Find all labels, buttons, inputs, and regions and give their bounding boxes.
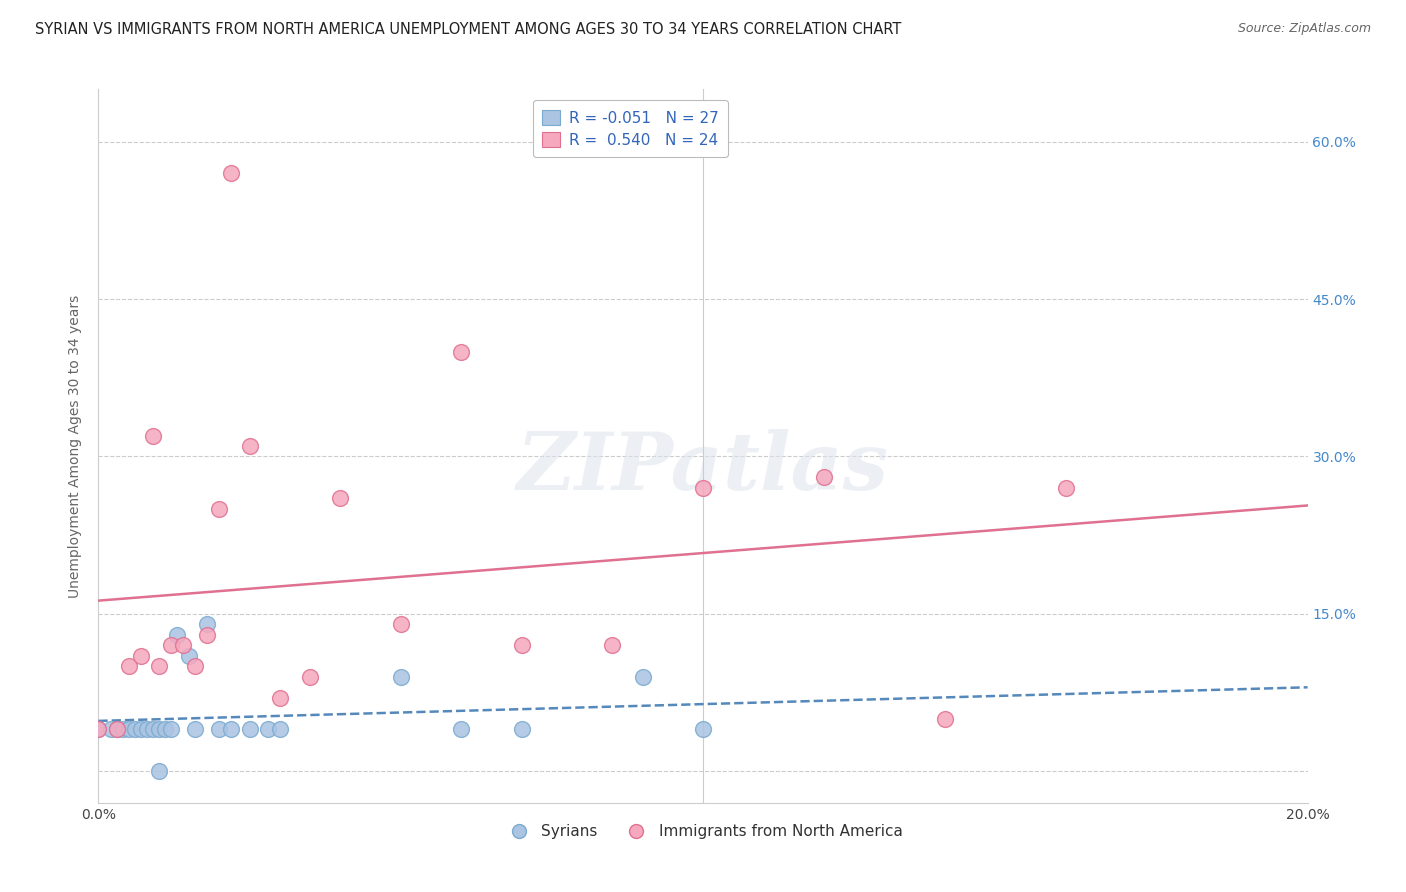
Text: SYRIAN VS IMMIGRANTS FROM NORTH AMERICA UNEMPLOYMENT AMONG AGES 30 TO 34 YEARS C: SYRIAN VS IMMIGRANTS FROM NORTH AMERICA … [35,22,901,37]
Point [166,628,188,642]
Point [692,481,714,495]
Point [692,723,714,737]
Point [195,617,218,632]
Point [160,723,183,737]
Legend: Syrians, Immigrants from North America: Syrians, Immigrants from North America [498,818,908,845]
Point [813,470,835,484]
Point [105,723,128,737]
Point [239,439,262,453]
Point [142,428,165,442]
Point [129,723,152,737]
Point [510,723,533,737]
Point [100,723,122,737]
Point [129,648,152,663]
Point [148,659,170,673]
Point [221,166,243,180]
Point [195,628,218,642]
Point [153,723,176,737]
Point [1054,481,1077,495]
Point [208,723,231,737]
Point [184,659,207,673]
Text: Source: ZipAtlas.com: Source: ZipAtlas.com [1237,22,1371,36]
Point [269,723,291,737]
Y-axis label: Unemployment Among Ages 30 to 34 years: Unemployment Among Ages 30 to 34 years [69,294,83,598]
Point [118,659,141,673]
Point [148,764,170,779]
Text: ZIPatlas: ZIPatlas [517,429,889,506]
Point [631,670,654,684]
Point [87,723,110,737]
Point [148,723,170,737]
Point [105,723,128,737]
Point [124,723,146,737]
Point [135,723,157,737]
Point [269,690,291,705]
Point [389,617,412,632]
Point [179,648,201,663]
Point [221,723,243,737]
Point [450,344,472,359]
Point [934,712,956,726]
Point [510,639,533,653]
Point [450,723,472,737]
Point [602,639,624,653]
Point [389,670,412,684]
Point [208,502,231,516]
Point [111,723,134,737]
Point [184,723,207,737]
Point [87,723,110,737]
Point [329,491,352,506]
Point [172,639,194,653]
Point [256,723,278,737]
Point [239,723,262,737]
Point [118,723,141,737]
Point [142,723,165,737]
Point [299,670,322,684]
Point [160,639,183,653]
